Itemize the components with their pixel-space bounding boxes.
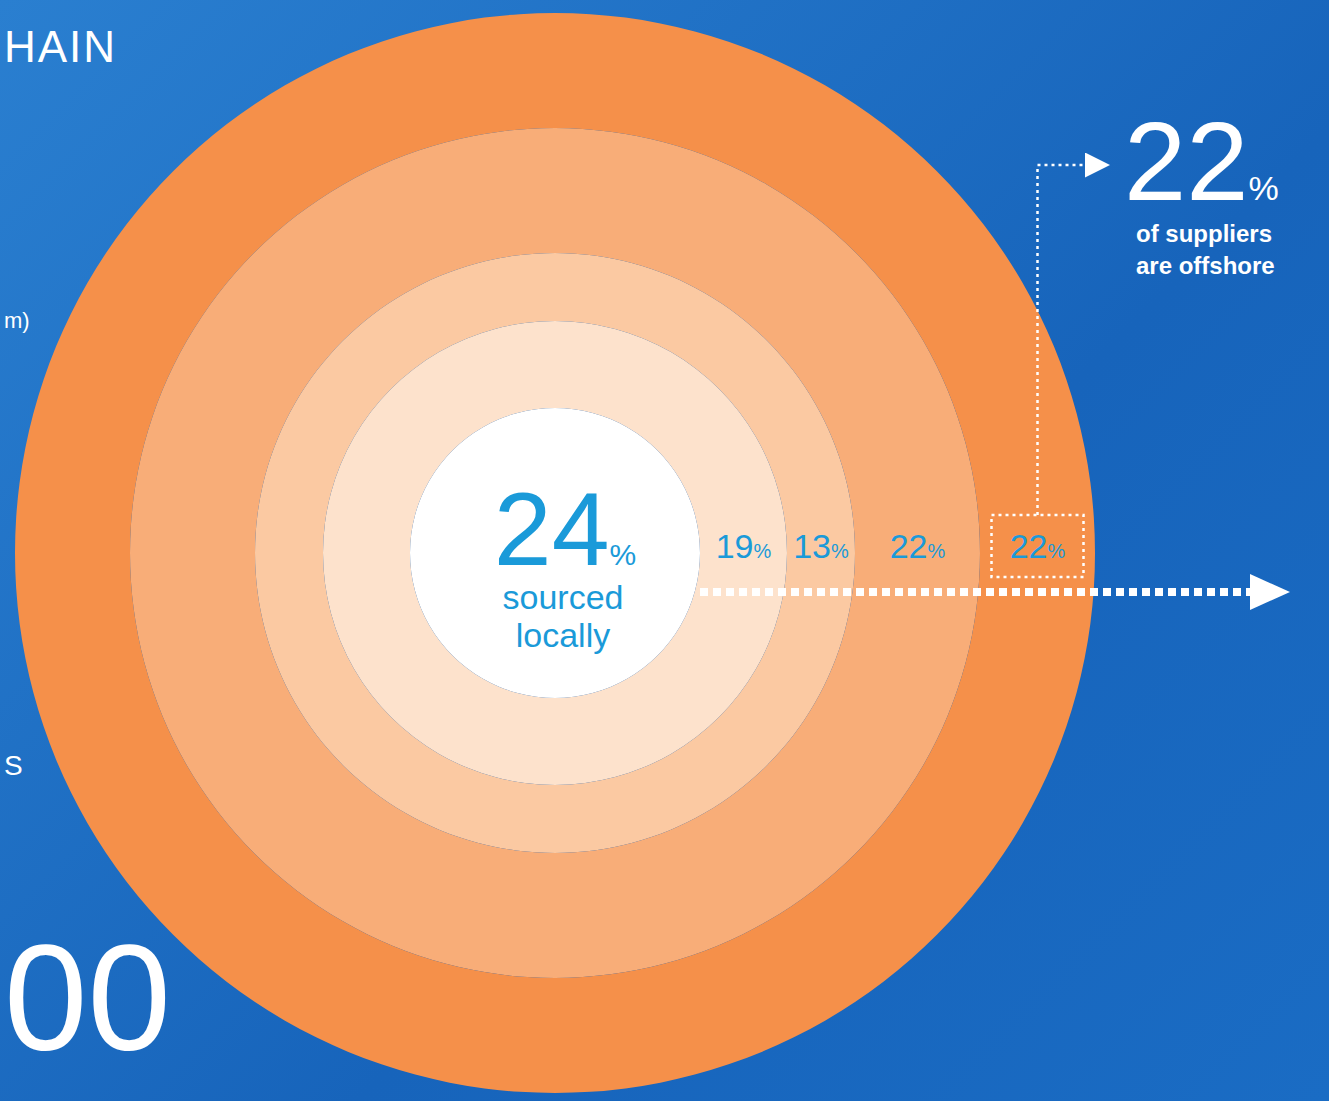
svg-text:are offshore: are offshore xyxy=(1136,252,1275,279)
svg-text:13%: 13% xyxy=(793,527,849,565)
svg-text:locally: locally xyxy=(516,616,610,654)
svg-text:of suppliers: of suppliers xyxy=(1136,220,1272,247)
svg-text:sourced: sourced xyxy=(503,578,624,616)
svg-text:HAIN: HAIN xyxy=(4,22,117,71)
svg-text:S: S xyxy=(4,750,23,781)
svg-text:00: 00 xyxy=(4,914,171,1082)
svg-text:22%: 22% xyxy=(1010,527,1066,565)
svg-text:19%: 19% xyxy=(716,527,772,565)
svg-text:m): m) xyxy=(4,308,30,333)
svg-text:22%: 22% xyxy=(1124,99,1279,224)
svg-text:24%: 24% xyxy=(494,471,636,587)
svg-text:22%: 22% xyxy=(890,527,946,565)
